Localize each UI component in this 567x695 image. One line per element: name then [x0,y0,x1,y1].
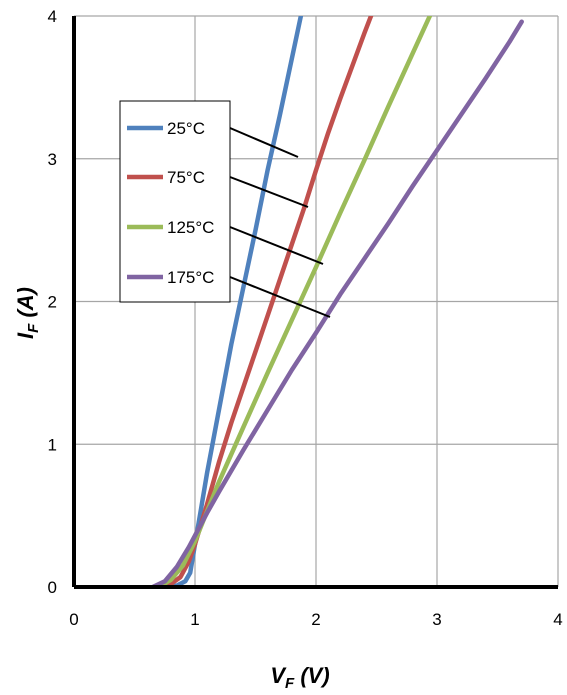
x-axis-title: VF (V) [270,663,329,692]
x-tick-label-4: 4 [553,610,562,629]
legend-leader-2 [229,226,324,265]
y-tick-label-4: 4 [48,7,57,26]
x-axis-title-subscript: F [285,675,295,692]
legend-leader-lines [229,127,331,318]
x-tick-labels: 0 1 2 3 4 [69,610,562,629]
y-tick-labels: 0 1 2 3 4 [48,7,57,597]
y-axis-title: IF (A) [13,287,42,339]
y-axis-title-subscript: F [25,323,42,333]
legend-leader-0 [229,127,299,158]
legend-leader-3 [229,276,331,318]
y-tick-label-2: 2 [48,293,57,312]
legend-box [119,100,231,303]
curves [150,16,524,587]
y-tick-label-3: 3 [48,150,57,169]
x-tick-label-1: 1 [190,610,199,629]
axes [72,16,558,589]
y-tick-label-1: 1 [48,435,57,454]
y-tick-label-0: 0 [48,578,57,597]
series-line-2 [156,16,433,587]
x-tick-label-2: 2 [311,610,320,629]
legend-leader-1 [229,176,309,208]
x-tick-label-3: 3 [432,610,441,629]
series-line-3 [150,19,524,587]
legend-label-1: 75°C [167,168,205,187]
x-tick-label-0: 0 [69,610,78,629]
legend: 25°C 75°C 125°C 175°C [119,100,231,303]
legend-label-0: 25°C [167,119,205,138]
legend-label-3: 175°C [167,268,214,287]
series-line-0 [162,16,304,587]
legend-label-2: 125°C [167,218,214,237]
series-line-1 [158,16,374,587]
